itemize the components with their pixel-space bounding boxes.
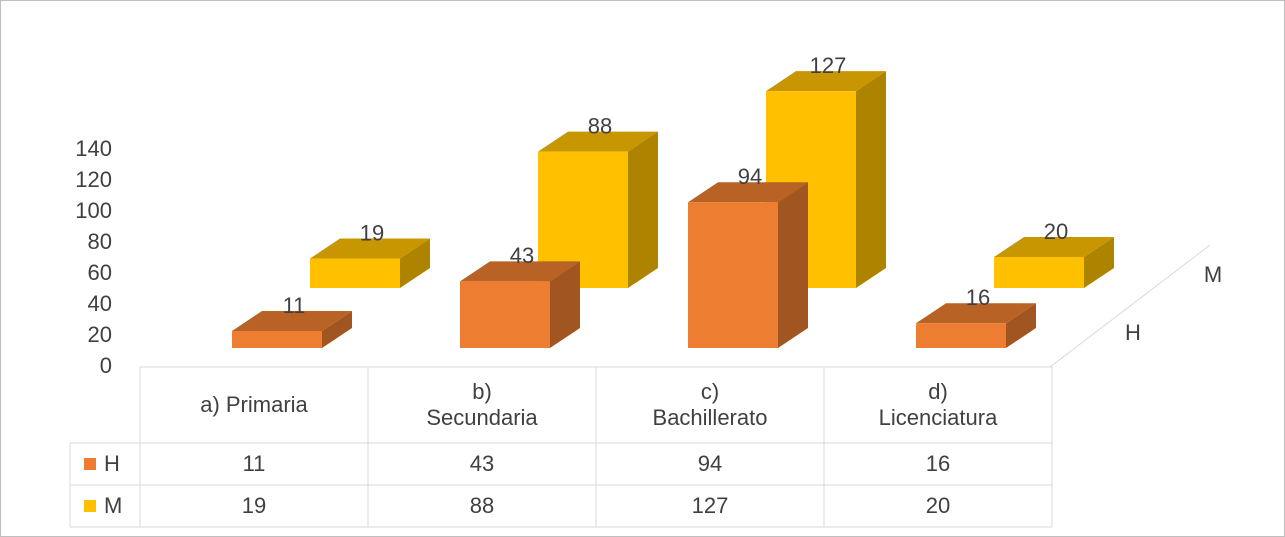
bar-front	[916, 323, 1006, 348]
y-tick-label: 140	[75, 136, 112, 161]
table-value: 88	[470, 493, 494, 518]
bar-front	[232, 330, 322, 348]
data-label: 43	[510, 243, 534, 268]
legend-label: H	[104, 451, 120, 476]
y-tick-label: 100	[75, 198, 112, 223]
bar-side	[1006, 303, 1036, 348]
bar-top	[994, 237, 1114, 257]
category-label: a) Primaria	[140, 371, 368, 439]
legend-swatch	[84, 500, 96, 512]
bar	[232, 310, 352, 348]
table-value: 43	[470, 451, 494, 476]
data-label: 11	[283, 293, 306, 318]
depth-axis-label: M	[1204, 262, 1222, 287]
legend-swatch	[84, 458, 96, 470]
bar-side	[856, 71, 886, 289]
bar-top	[916, 303, 1036, 324]
y-tick-label: 40	[88, 291, 112, 316]
table-value: 16	[926, 451, 950, 476]
legend-label: M	[104, 493, 122, 518]
floor-edge	[1049, 244, 1211, 368]
table-value: 94	[698, 451, 722, 476]
bar-top	[310, 238, 430, 259]
bar	[994, 237, 1114, 288]
bar	[916, 303, 1036, 348]
bar	[310, 238, 430, 288]
category-label: d) Licenciatura	[824, 371, 1052, 439]
bar	[460, 261, 580, 348]
category-label: b) Secundaria	[368, 371, 596, 439]
depth-axis-label: H	[1125, 320, 1141, 345]
category-text: d) Licenciatura	[878, 379, 998, 430]
bar-side	[628, 131, 658, 288]
bar-side	[322, 310, 352, 348]
bar-top	[460, 261, 580, 282]
category-text: b) Secundaria	[426, 379, 538, 430]
data-label: 20	[1044, 219, 1068, 244]
bar-side	[1084, 237, 1114, 288]
bar-top	[538, 131, 658, 152]
y-tick-label: 20	[88, 322, 112, 347]
category-text: a) Primaria	[200, 392, 308, 417]
bar-front	[994, 257, 1084, 288]
table-value: 127	[692, 493, 729, 518]
bar-side	[778, 182, 808, 348]
table-value: 11	[243, 451, 266, 476]
category-label: c) Bachillerato	[596, 371, 824, 439]
bar-top	[766, 71, 886, 92]
data-label: 19	[360, 220, 384, 245]
y-tick-label: 120	[75, 167, 112, 192]
data-label: 88	[588, 113, 612, 138]
y-tick-label: 0	[100, 353, 112, 378]
bar-front	[460, 281, 550, 348]
category-text: c) Bachillerato	[652, 379, 768, 430]
data-label: 127	[810, 53, 847, 78]
bar	[538, 131, 658, 288]
y-tick-label: 60	[88, 260, 112, 285]
bar	[688, 182, 808, 348]
bar-side	[550, 261, 580, 348]
bar-front	[688, 202, 778, 348]
bar-top	[688, 182, 808, 203]
bar-front	[538, 151, 628, 288]
bar-front	[310, 258, 400, 288]
table-value: 19	[242, 493, 266, 518]
bar-top	[232, 310, 352, 331]
data-label: 16	[966, 285, 990, 310]
bar-side	[400, 238, 430, 288]
table-value: 20	[926, 493, 950, 518]
y-tick-label: 80	[88, 229, 112, 254]
data-label: 94	[738, 164, 762, 189]
